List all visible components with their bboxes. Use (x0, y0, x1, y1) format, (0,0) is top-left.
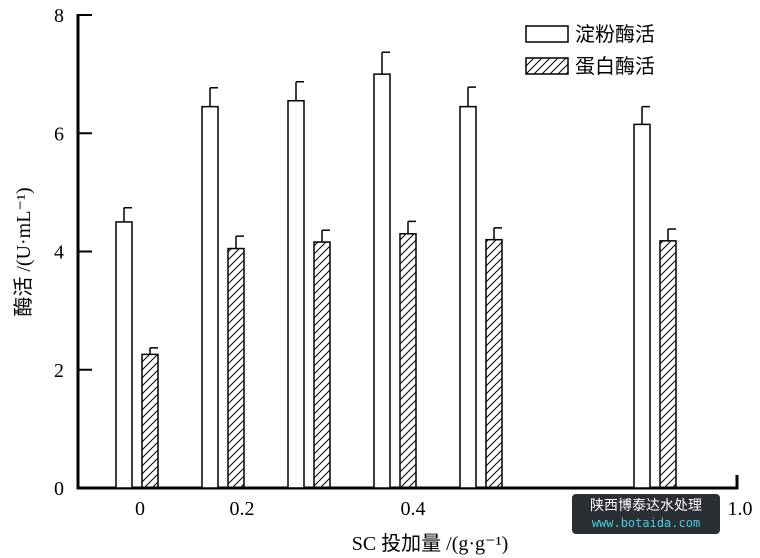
y-tick-label: 4 (54, 242, 64, 264)
y-axis-label: 酶活 /(U·mL⁻¹) (12, 187, 35, 316)
watermark-line2: www.botaida.com (591, 516, 701, 530)
legend-swatch (525, 57, 569, 75)
error-bar (467, 86, 476, 107)
watermark-line1: 陕西博泰达水处理 (590, 498, 702, 514)
legend-label: 淀粉酶活 (575, 22, 655, 46)
error-bar (493, 227, 502, 240)
x-tick-label: 0 (135, 498, 145, 520)
error-bar (667, 228, 676, 241)
y-tick-label: 8 (54, 5, 64, 27)
error-bar (295, 81, 304, 101)
protease-bar (659, 240, 677, 489)
legend-label: 蛋白酶活 (575, 54, 655, 78)
amylase-bar (287, 99, 305, 489)
protease-bar (485, 238, 503, 489)
error-bar (407, 220, 416, 234)
amylase-bar (633, 123, 651, 489)
protease-bar (227, 247, 245, 489)
x-tick-label: 0.4 (401, 498, 426, 520)
error-bar (641, 105, 650, 125)
error-bar (381, 51, 390, 75)
amylase-bar (459, 105, 477, 489)
y-tick-label: 6 (54, 123, 64, 145)
x-tick-label: 1.0 (728, 498, 753, 520)
y-tick-label: 2 (54, 360, 64, 382)
y-tick-label: 0 (54, 478, 64, 500)
watermark: 陕西博泰达水处理 www.botaida.com (572, 494, 720, 534)
error-bar (149, 347, 158, 355)
error-bar (209, 86, 218, 107)
legend-swatch (525, 25, 569, 43)
error-bar (235, 235, 244, 249)
error-bar (123, 206, 132, 222)
protease-bar (313, 241, 331, 489)
protease-bar (141, 353, 159, 489)
error-bar (321, 229, 330, 243)
x-axis-label: SC 投加量 /(g·g⁻¹) (352, 532, 509, 555)
amylase-bar (201, 105, 219, 489)
protease-bar (399, 233, 417, 489)
amylase-bar (373, 73, 391, 489)
amylase-bar (115, 221, 133, 489)
x-tick-label: 0.2 (230, 498, 255, 520)
